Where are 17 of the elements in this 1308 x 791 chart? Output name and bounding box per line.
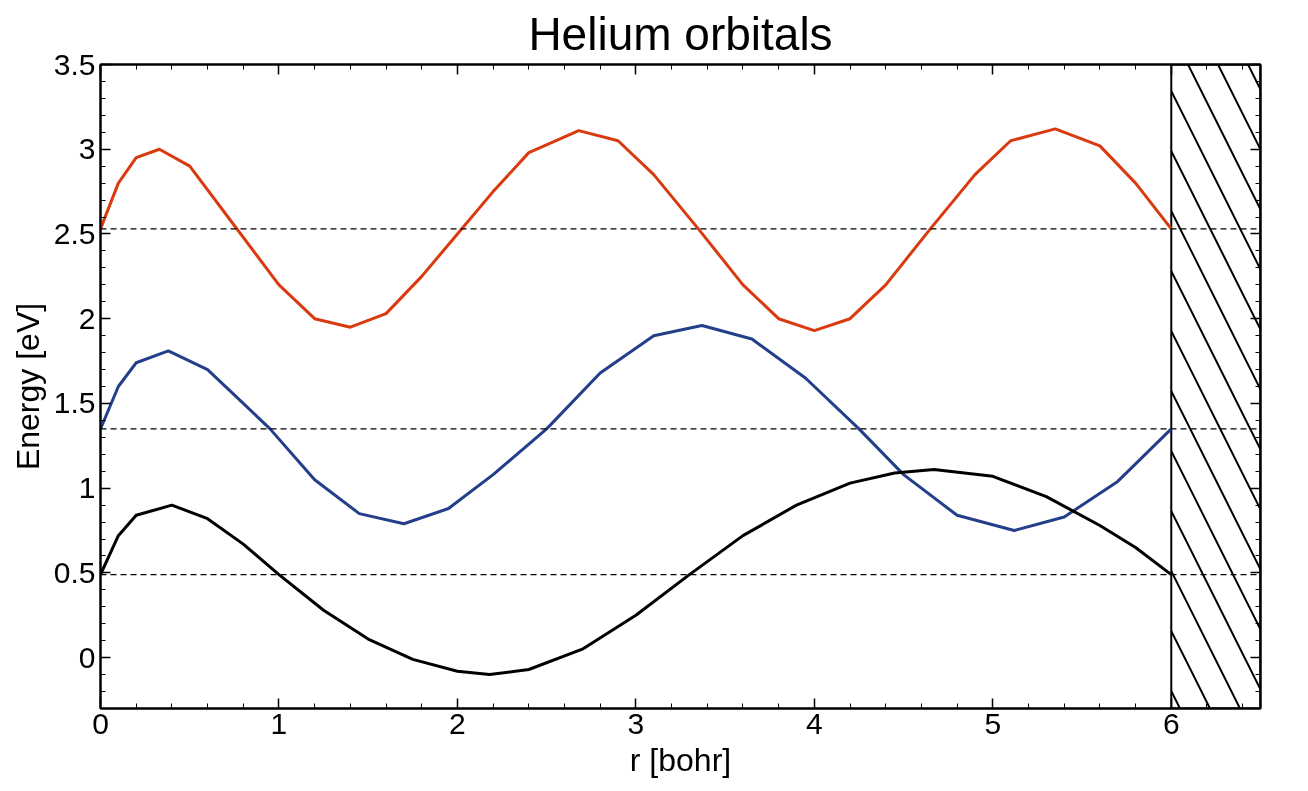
y-tick-label: 0.5 [53, 555, 96, 589]
y-tick-label: 2.5 [53, 216, 96, 250]
x-axis-title: r [bohr] [629, 741, 732, 778]
x-tick-label: 2 [449, 706, 466, 740]
y-tick-label: 0 [78, 640, 96, 674]
x-tick-label: 4 [806, 706, 823, 740]
x-tick-label: 3 [627, 706, 645, 740]
chart-title: Helium orbitals [528, 7, 833, 60]
y-tick-label: 3 [78, 132, 96, 166]
y-tick-label: 3.5 [53, 47, 96, 81]
x-tick-label: 5 [984, 706, 1002, 740]
x-tick-label: 6 [1162, 706, 1180, 740]
y-tick-label: 1.5 [53, 386, 96, 420]
y-axis-title: Energy [eV] [9, 302, 46, 471]
x-tick-label: 1 [270, 706, 288, 740]
y-tick-label: 1 [78, 471, 96, 505]
y-tick-label: 2 [78, 301, 96, 335]
